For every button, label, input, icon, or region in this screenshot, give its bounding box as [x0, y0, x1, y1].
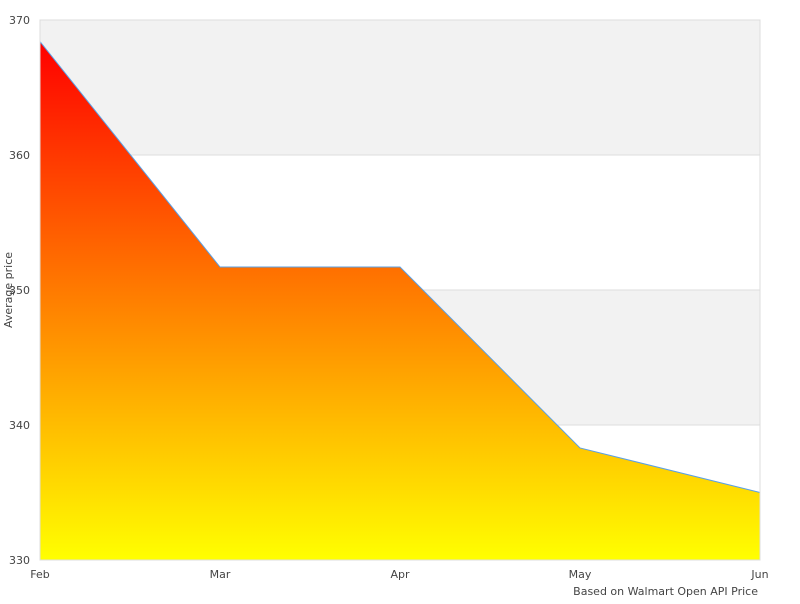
- x-tick-label: May: [569, 568, 592, 581]
- y-tick-label: 340: [9, 419, 30, 432]
- plot-frame: [39, 19, 761, 561]
- x-tick-label: Mar: [210, 568, 231, 581]
- area-fill: [40, 41, 760, 561]
- x-tick-label: Jun: [750, 568, 768, 581]
- y-axis-label: Average price: [2, 252, 15, 328]
- y-axis: 330 340 350 360 370: [9, 14, 30, 567]
- y-tick-label: 330: [9, 554, 30, 567]
- x-tick-label: Apr: [390, 568, 410, 581]
- y-tick-label: 360: [9, 149, 30, 162]
- plot-band: [40, 20, 760, 155]
- x-tick-label: Feb: [30, 568, 49, 581]
- y-tick-label: 350: [9, 284, 30, 297]
- x-axis-label: Based on Walmart Open API Price: [573, 585, 758, 598]
- x-axis: Feb Mar Apr May Jun: [30, 568, 768, 581]
- y-tick-label: 370: [9, 14, 30, 27]
- series-line: [39, 41, 761, 493]
